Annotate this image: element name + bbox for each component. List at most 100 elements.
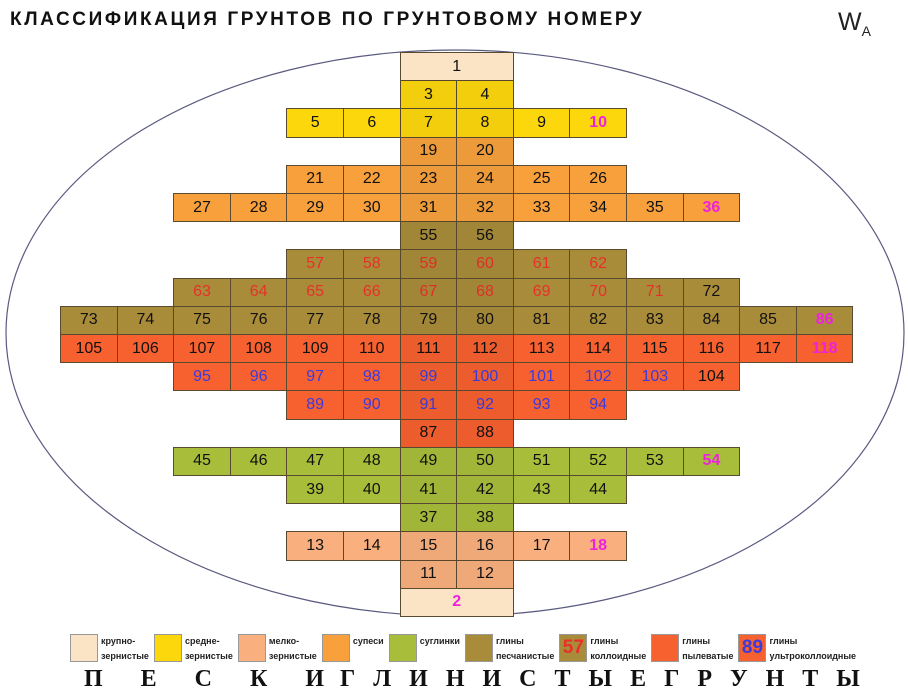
soil-cell-86: 86 [795, 305, 854, 335]
soil-cell-75: 75 [173, 305, 231, 335]
legend-item-clay-sandy: глины песчанистые [464, 634, 554, 664]
legend-swatch [237, 634, 266, 662]
soil-cell-94: 94 [569, 390, 627, 420]
legend-label: крупно-зернистые [101, 634, 149, 664]
soil-cell-74: 74 [116, 305, 175, 335]
soil-cell-76: 76 [229, 305, 288, 335]
soil-cell-28: 28 [229, 193, 288, 223]
legend-swatch [651, 634, 680, 662]
soil-cell-30: 30 [343, 193, 401, 223]
soil-cell-29: 29 [286, 193, 344, 223]
wa-symbol: WA [838, 8, 871, 39]
soil-cell-79: 79 [399, 305, 458, 335]
legend-label-line1: супеси [352, 636, 384, 646]
soil-cell-31: 31 [399, 193, 458, 223]
soil-cell-69: 69 [512, 277, 571, 307]
legend-item-clay-ultra: 89 глины ультроколлоидные [738, 634, 856, 664]
soil-cell-33: 33 [512, 193, 571, 223]
legend-swatch [153, 634, 182, 662]
legend-label: глины пылеватые [682, 634, 733, 664]
soil-cell-96: 96 [229, 362, 288, 392]
legend-label-line2: зернистые [184, 651, 233, 661]
soil-cell-43: 43 [512, 475, 571, 505]
soil-cell-82: 82 [569, 305, 627, 335]
soil-cell-20: 20 [456, 136, 514, 166]
soil-cell-97: 97 [286, 362, 344, 392]
legend-swatch [321, 634, 350, 662]
soil-cell-45: 45 [173, 446, 231, 476]
soil-cell-49: 49 [399, 446, 458, 476]
legend-label-line1: глины [769, 636, 798, 646]
soil-cell-111: 111 [399, 334, 458, 364]
soil-cell-11: 11 [399, 559, 458, 589]
legend-label: суглинки [420, 634, 460, 649]
soil-cell-47: 47 [286, 446, 344, 476]
legend-item-loam: суглинки [388, 634, 460, 664]
soil-cell-23: 23 [399, 164, 458, 194]
legend-label-line2: зернистые [101, 651, 149, 661]
soil-cell-1: 1 [399, 52, 514, 82]
legend-item-sandy-loam: супеси [321, 634, 384, 664]
legend-label-line1: крупно- [101, 636, 136, 646]
soil-cell-13: 13 [286, 531, 344, 561]
soil-cell-37: 37 [399, 503, 458, 533]
soil-cell-103: 103 [626, 362, 684, 392]
soil-cell-81: 81 [512, 305, 571, 335]
soil-cell-56: 56 [456, 221, 514, 251]
soil-cell-93: 93 [512, 390, 571, 420]
soil-cell-2: 2 [399, 587, 514, 617]
soil-cell-55: 55 [399, 221, 458, 251]
soil-cell-27: 27 [173, 193, 231, 223]
soil-cell-107: 107 [173, 334, 231, 364]
soil-cell-87: 87 [399, 418, 458, 448]
legend-label-line2: пылеватые [682, 651, 734, 661]
soil-cell-35: 35 [626, 193, 684, 223]
soil-cell-95: 95 [173, 362, 231, 392]
legend-label-line1: мелко- [268, 636, 300, 646]
soil-cell-48: 48 [343, 446, 401, 476]
soil-cell-62: 62 [569, 249, 627, 279]
legend-label-line1: глины [495, 636, 524, 646]
group-label-sands: П Е С К И [84, 666, 331, 692]
soil-cell-36: 36 [682, 193, 741, 223]
soil-cell-100: 100 [456, 362, 514, 392]
legend-label: мелко-зернистые [269, 634, 317, 664]
soil-cell-57: 57 [286, 249, 344, 279]
legend-item-clay-silty: глины пылеватые [651, 634, 733, 664]
soil-cell-46: 46 [229, 446, 288, 476]
soil-cell-12: 12 [456, 559, 514, 589]
soil-cell-53: 53 [626, 446, 684, 476]
soil-cell-117: 117 [739, 334, 797, 364]
legend-item-sand-fine: мелко-зернистые [237, 634, 317, 664]
group-label-clays: Г Л И Н И С Т Ы Е Г Р У Н Т Ы [340, 666, 862, 692]
soil-cell-14: 14 [343, 531, 401, 561]
soil-cell-64: 64 [229, 277, 288, 307]
diagram-title: КЛАССИФИКАЦИЯ ГРУНТОВ ПО ГРУНТОВОМУ НОМЕ… [10, 9, 645, 30]
soil-cell-112: 112 [456, 334, 514, 364]
soil-cell-61: 61 [512, 249, 571, 279]
soil-cell-24: 24 [456, 164, 514, 194]
soil-cell-3: 3 [399, 80, 458, 110]
soil-cell-89: 89 [286, 390, 344, 420]
soil-cell-72: 72 [682, 277, 741, 307]
soil-cell-90: 90 [343, 390, 401, 420]
soil-cell-68: 68 [456, 277, 514, 307]
soil-cell-7: 7 [399, 108, 458, 138]
soil-cell-110: 110 [343, 334, 401, 364]
soil-cell-41: 41 [399, 475, 458, 505]
soil-cell-113: 113 [512, 334, 571, 364]
soil-cell-4: 4 [456, 80, 514, 110]
legend-swatch [464, 634, 493, 662]
soil-cell-104: 104 [682, 362, 741, 392]
legend: крупно-зернистые средне-зернистые мелко-зе… [70, 634, 856, 664]
soil-cell-26: 26 [569, 164, 627, 194]
legend-label-line1: суглинки [419, 636, 460, 646]
soil-cell-102: 102 [569, 362, 627, 392]
soil-cell-78: 78 [343, 305, 401, 335]
soil-cell-84: 84 [682, 305, 741, 335]
soil-cell-44: 44 [569, 475, 627, 505]
soil-cell-51: 51 [512, 446, 571, 476]
soil-cell-115: 115 [626, 334, 684, 364]
legend-swatch [70, 634, 98, 662]
legend-label-line2: коллоидные [590, 651, 647, 661]
